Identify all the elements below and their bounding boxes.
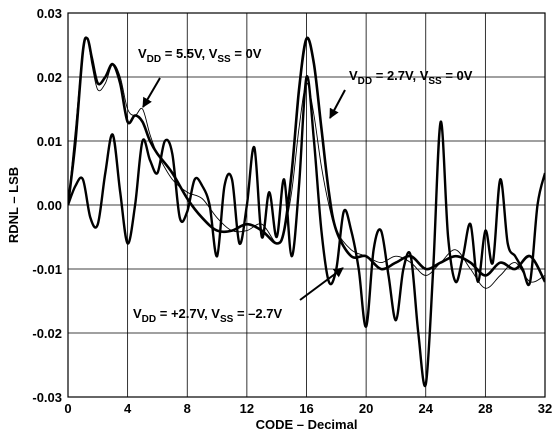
x-tick-label: 28 [478, 401, 492, 416]
series-line-2 [68, 37, 545, 289]
annotation-arrow [142, 77, 161, 108]
annotation-label: VDD = 2.7V, VSS = 0V [349, 68, 473, 87]
x-tick-label: 24 [419, 401, 434, 416]
annotations: VDD = 5.5V, VSS = 0V VDD = 2.7V, VSS = 0V… [133, 46, 473, 325]
y-tick-label: 0.03 [37, 6, 62, 21]
x-tick-label: 32 [538, 401, 552, 416]
x-tick-label: 16 [299, 401, 313, 416]
x-tick-label: 0 [64, 401, 71, 416]
annotation-label: VDD = +2.7V, VSS = –2.7V [133, 306, 282, 325]
y-tick-label: 0.01 [37, 134, 62, 149]
y-axis-title: RDNL – LSB [6, 167, 21, 243]
y-tick-label: 0.02 [37, 70, 62, 85]
annotation-1: VDD = 5.5V, VSS = 0V [138, 46, 262, 108]
y-tick-label: -0.03 [32, 390, 62, 405]
annotation-label: VDD = 5.5V, VSS = 0V [138, 46, 262, 65]
y-tick-labels: 0.03 0.02 0.01 0.00 -0.01 -0.02 -0.03 [32, 6, 62, 405]
x-tick-labels: 0 4 8 12 16 20 24 28 32 [64, 401, 552, 416]
grid-lines [67, 12, 546, 398]
x-tick-label: 4 [124, 401, 132, 416]
series-layer [68, 36, 545, 388]
annotation-2: VDD = 2.7V, VSS = 0V [329, 68, 473, 119]
x-tick-label: 20 [359, 401, 373, 416]
y-tick-label: 0.00 [37, 198, 62, 213]
annotation-3: VDD = +2.7V, VSS = –2.7V [133, 267, 344, 325]
series-line-3 [68, 75, 545, 388]
annotation-arrow [329, 89, 346, 119]
x-axis-title: CODE – Decimal [256, 417, 358, 432]
x-tick-label: 12 [240, 401, 254, 416]
annotation-arrow [299, 267, 344, 301]
y-tick-label: -0.01 [32, 262, 62, 277]
y-tick-label: -0.02 [32, 326, 62, 341]
x-tick-label: 8 [184, 401, 191, 416]
